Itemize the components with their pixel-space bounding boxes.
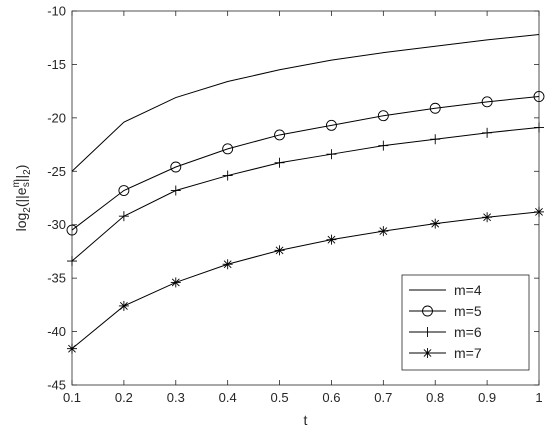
legend: m=4 m=5 m=6 m=7 [401,274,530,371]
x-tick-label: 0.3 [167,390,185,405]
x-tick-label: 0.2 [115,390,133,405]
data-point-m=5 [325,119,337,131]
x-tick-label: 0.6 [322,390,340,405]
legend-label: m=5 [454,303,482,319]
ast-d2 [171,278,180,287]
x-tick-label: 0.8 [426,390,444,405]
x-tick-label: 0.7 [374,390,392,405]
data-point-m=6 [170,185,181,196]
y-tick-label: -10 [47,4,66,19]
x-axis: 0.1 0.2 0.3 0.4 0.5 0.6 0.7 0.8 0.9 1 [63,11,543,405]
data-point-m=7 [378,226,389,237]
data-point-m=6 [326,149,337,160]
data-point-m=5 [118,185,130,196]
x-tick-label: 0.1 [63,390,81,405]
data-point-m=7 [118,300,129,311]
y-tick-label: -20 [47,110,66,125]
ast-d2 [431,219,440,228]
x-tick-label: 1 [535,390,542,405]
series-line-m=5 [71,95,540,231]
data-point-m=6 [482,127,493,138]
legend-box [401,274,530,371]
y-axis-label: log2(||ems||2) [11,165,33,232]
legend-label: m=6 [454,324,482,340]
data-point-m=5 [377,110,389,122]
series-line-m=7 [71,211,540,350]
y-tick-label: -25 [47,164,66,179]
x-tick-label: 0.4 [219,390,237,405]
legend-label: m=4 [454,282,482,298]
data-point-m=7 [274,245,285,256]
data-point-m=5 [429,102,441,114]
data-point-m=5 [481,96,493,108]
data-point-m=6 [118,211,129,222]
data-point-m=6 [534,122,544,133]
y-tick-label: -45 [47,378,66,393]
ast-d2 [327,235,336,244]
legend-marker [422,327,433,337]
y-tick-label: -15 [47,57,66,72]
data-point-m=6 [378,140,389,151]
series-group [66,34,545,354]
data-point-m=5 [66,224,78,236]
ast-d2 [119,302,128,310]
data-point-m=7 [326,234,337,245]
data-point-m=7 [222,259,233,270]
series-line-m=6 [71,126,540,262]
ast-d2 [275,246,284,255]
ast-d2 [379,227,388,236]
data-point-m=6 [222,170,233,181]
y-tick-label: -35 [47,271,66,286]
x-tick-label: 0.9 [478,390,496,405]
data-point-m=5 [533,91,545,102]
legend-marker [422,348,433,358]
x-axis-label: t [304,412,308,428]
data-point-m=6 [274,157,285,168]
y-tick-label: -30 [47,217,66,232]
legend-marker [422,305,433,317]
data-point-m=5 [170,161,182,173]
ast-d2 [423,349,432,357]
ast-d2 [535,207,543,216]
ast-d2 [68,344,76,353]
legend-label: m=7 [454,345,482,361]
data-point-m=7 [482,212,493,223]
ast-d2 [483,213,492,222]
data-point-m=6 [67,256,77,267]
y-axis: -10 -15 -20 -25 -30 -35 -40 -45 [47,4,539,393]
y-tick-label: -40 [47,324,66,339]
series-line-m=4 [71,34,540,172]
ast-d2 [223,260,232,269]
x-tick-label: 0.5 [271,390,289,405]
data-point-m=7 [67,343,77,354]
data-point-m=6 [430,134,441,145]
data-point-m=7 [170,277,181,288]
data-point-m=5 [274,129,286,141]
data-point-m=7 [430,218,441,229]
data-point-m=7 [534,206,544,217]
data-point-m=5 [222,143,234,155]
